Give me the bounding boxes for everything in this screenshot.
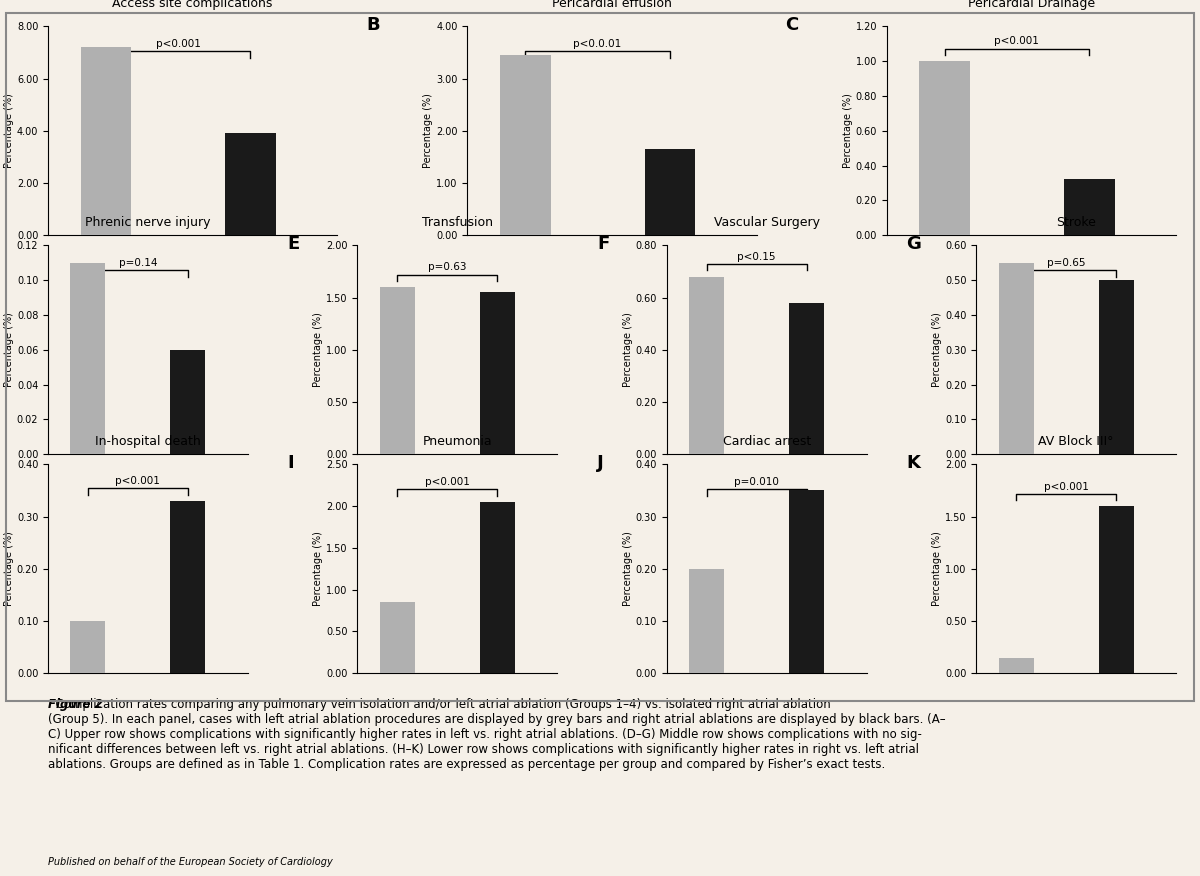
Text: C: C — [786, 16, 799, 34]
Title: Pericardial effusion: Pericardial effusion — [552, 0, 672, 10]
Text: I: I — [288, 454, 294, 472]
Bar — [689, 277, 725, 455]
Title: Cardiac arrest: Cardiac arrest — [722, 434, 811, 448]
Y-axis label: Percentage (%): Percentage (%) — [313, 313, 324, 387]
Text: p=0.010: p=0.010 — [734, 477, 779, 487]
Text: p=0.65: p=0.65 — [1046, 258, 1086, 268]
Title: Transfusion: Transfusion — [421, 215, 493, 229]
Y-axis label: Percentage (%): Percentage (%) — [623, 313, 632, 387]
Title: Pericardial Drainage: Pericardial Drainage — [968, 0, 1094, 10]
Bar — [689, 569, 725, 674]
Bar — [1099, 506, 1134, 674]
Bar — [380, 287, 415, 455]
Y-axis label: Percentage (%): Percentage (%) — [4, 313, 14, 387]
Y-axis label: Percentage (%): Percentage (%) — [4, 532, 14, 606]
Bar — [71, 621, 106, 674]
Title: Phrenic nerve injury: Phrenic nerve injury — [85, 215, 210, 229]
Bar — [380, 602, 415, 674]
Y-axis label: Percentage (%): Percentage (%) — [424, 94, 433, 168]
Text: p=0.63: p=0.63 — [428, 263, 467, 272]
Text: Figure 2: Figure 2 — [48, 698, 103, 711]
Bar — [919, 61, 970, 235]
Y-axis label: Percentage (%): Percentage (%) — [623, 532, 632, 606]
Bar — [226, 133, 276, 235]
Y-axis label: Percentage (%): Percentage (%) — [932, 532, 942, 606]
Text: B: B — [366, 16, 379, 34]
Bar — [1099, 280, 1134, 455]
Text: G: G — [906, 235, 922, 253]
Text: E: E — [288, 235, 300, 253]
Text: F: F — [598, 235, 610, 253]
Title: Vascular Surgery: Vascular Surgery — [714, 215, 820, 229]
Title: Stroke: Stroke — [1056, 215, 1096, 229]
Bar — [644, 149, 695, 235]
Text: p<0.001: p<0.001 — [115, 477, 161, 486]
Bar — [790, 491, 824, 674]
Bar — [170, 350, 205, 455]
Title: In-hospital death: In-hospital death — [95, 434, 200, 448]
Text: p<0.001: p<0.001 — [425, 477, 469, 487]
Text: p<0.001: p<0.001 — [156, 39, 200, 49]
Bar — [71, 263, 106, 455]
Y-axis label: Percentage (%): Percentage (%) — [932, 313, 942, 387]
Bar — [998, 263, 1033, 455]
Text: p<0.001: p<0.001 — [1044, 482, 1088, 491]
Bar — [80, 47, 131, 235]
Text: p<0.001: p<0.001 — [995, 37, 1039, 46]
Bar — [1064, 180, 1115, 235]
Text: Complication rates comparing any pulmonary vein isolation and/or left atrial abl: Complication rates comparing any pulmona… — [48, 698, 946, 771]
Title: Pneumonia: Pneumonia — [422, 434, 492, 448]
Text: p<0.0.01: p<0.0.01 — [574, 39, 622, 49]
Title: Access site complications: Access site complications — [113, 0, 272, 10]
Bar — [500, 55, 551, 235]
Bar — [998, 658, 1033, 674]
Y-axis label: Percentage (%): Percentage (%) — [313, 532, 323, 606]
Bar — [480, 293, 515, 455]
Bar — [790, 303, 824, 455]
Text: K: K — [906, 454, 920, 472]
Text: Published on behalf of the European Society of Cardiology: Published on behalf of the European Soci… — [48, 858, 332, 867]
Text: J: J — [598, 454, 604, 472]
Bar — [170, 501, 205, 674]
Text: p<0.15: p<0.15 — [738, 252, 776, 262]
Title: AV Block III°: AV Block III° — [1038, 434, 1114, 448]
Bar — [480, 502, 515, 674]
Text: p=0.14: p=0.14 — [119, 258, 157, 268]
Y-axis label: Percentage (%): Percentage (%) — [4, 94, 14, 168]
Y-axis label: Percentage (%): Percentage (%) — [842, 94, 853, 168]
